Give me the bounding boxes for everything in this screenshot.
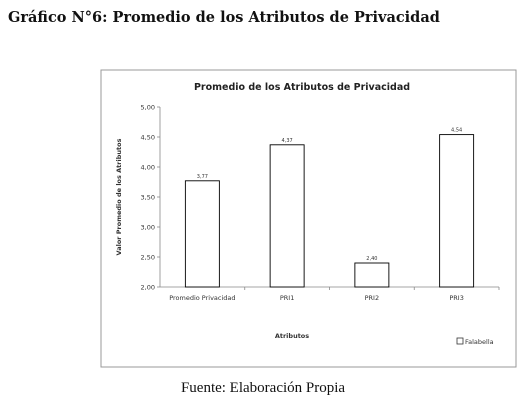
y-tick-label: 5,00 [141, 103, 155, 111]
legend-label: Falabella [465, 338, 494, 346]
data-label: 4,37 [282, 138, 293, 144]
legend-swatch [456, 337, 464, 345]
y-axis: 2,00 2,50 3,00 3,50 4,00 4,50 5,00 [141, 103, 161, 291]
y-tick-label: 2,00 [141, 283, 155, 291]
chart-title: Promedio de los Atributos de Privacidad [194, 82, 410, 93]
y-tick-label: 4,50 [141, 133, 155, 141]
category-label: PRI2 [365, 294, 380, 302]
category-label: PRI3 [449, 294, 464, 302]
category-label: PRI1 [280, 294, 295, 302]
y-tick-label: 3,00 [141, 223, 155, 231]
y-tick-label: 3,50 [141, 193, 155, 201]
x-axis-label: Atributos [275, 332, 309, 340]
data-labels: 3,77 4,37 2,40 4,54 [197, 128, 462, 262]
bar [269, 144, 305, 288]
y-tick-label: 4,00 [141, 163, 155, 171]
data-label: 2,40 [366, 256, 377, 262]
bars [184, 134, 475, 288]
category-labels: Promedio Privacidad PRI1 PRI2 PRI3 [169, 294, 464, 302]
bar [439, 134, 475, 288]
data-label: 4,54 [451, 128, 462, 134]
source-note: Fuente: Elaboración Propia [180, 380, 346, 396]
bar [184, 180, 220, 288]
figure-caption: Gráfico N°6: Promedio de los Atributos d… [8, 9, 440, 26]
category-label: Promedio Privacidad [169, 294, 235, 302]
legend: Falabella [456, 337, 494, 346]
bar [354, 262, 390, 288]
data-label: 3,77 [197, 174, 208, 180]
y-axis-label: Valor Promedio de los Atributos [115, 138, 123, 255]
y-tick-label: 2,50 [141, 253, 155, 261]
